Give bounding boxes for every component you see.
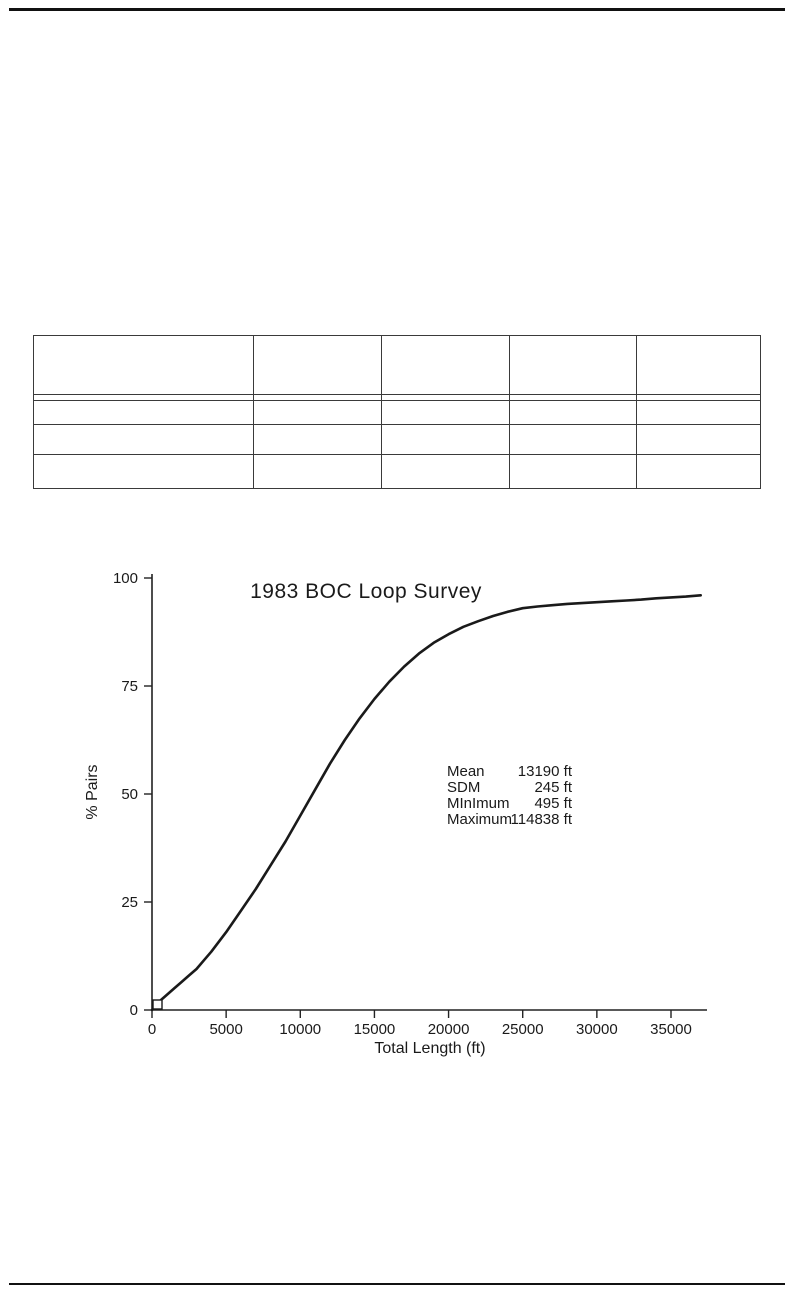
stat-value: 114838 ft	[511, 811, 573, 828]
x-tick-label: 5000	[209, 1021, 242, 1038]
table-row-divider	[34, 454, 760, 455]
x-tick-label: 15000	[354, 1021, 396, 1038]
table-cell	[34, 424, 253, 454]
table-header-cell	[509, 336, 636, 394]
y-tick-label: 50	[121, 786, 138, 803]
y-tick-label: 75	[121, 678, 138, 695]
table-cell	[636, 424, 761, 454]
table-cell	[636, 400, 761, 424]
table-cell	[381, 400, 509, 424]
x-axis-label: Total Length (ft)	[374, 1040, 485, 1057]
x-tick-label: 0	[148, 1021, 156, 1038]
stat-value: 245 ft	[534, 779, 572, 796]
x-tick-label: 25000	[502, 1021, 544, 1038]
loop-survey-chart-svg: 0 5000 10000 15000 20000 25000 30000 35000 0 25 50…	[84, 570, 707, 1057]
stat-label: MInImum	[447, 795, 510, 812]
stat-value: 13190 ft	[518, 763, 573, 780]
table-row-divider	[34, 394, 760, 395]
y-tick-label: 25	[121, 894, 138, 911]
origin-marker	[152, 999, 163, 1010]
table-cell	[34, 400, 253, 424]
table-cell	[253, 424, 381, 454]
cumulative-curve	[150, 593, 703, 1012]
table-cell	[381, 454, 509, 488]
x-tick-label: 10000	[279, 1021, 321, 1038]
loop-survey-chart: 0 5000 10000 15000 20000 25000 30000 35000 0 25 50…	[60, 550, 740, 1080]
table-row-divider	[34, 424, 760, 425]
table-cell	[34, 454, 253, 488]
x-tick-label: 20000	[428, 1021, 470, 1038]
table-cell	[509, 454, 636, 488]
table-cell	[509, 400, 636, 424]
table-cell	[509, 424, 636, 454]
chart-title: 1983 BOC Loop Survey	[250, 580, 482, 603]
table-header-cell	[253, 336, 381, 394]
table-column-divider	[253, 336, 254, 488]
table-column-divider	[509, 336, 510, 488]
x-tick-label: 35000	[650, 1021, 692, 1038]
data-table	[33, 335, 761, 489]
table-header-cell	[381, 336, 509, 394]
table-header-cell	[34, 336, 253, 394]
table-cell	[253, 454, 381, 488]
table-column-divider	[381, 336, 382, 488]
table-row-divider	[34, 400, 760, 401]
table-cell	[636, 454, 761, 488]
stat-label: Maximum	[447, 811, 512, 828]
stat-label: Mean	[447, 763, 485, 780]
y-tick-label: 100	[113, 570, 138, 587]
bottom-rule	[9, 1283, 785, 1285]
stat-value: 495 ft	[534, 795, 572, 812]
table-cell	[381, 424, 509, 454]
y-axis-label: % Pairs	[84, 764, 101, 819]
top-rule	[9, 8, 785, 11]
table-header-cell	[636, 336, 761, 394]
stat-label: SDM	[447, 779, 480, 796]
y-tick-label: 0	[130, 1002, 138, 1019]
x-tick-label: 30000	[576, 1021, 618, 1038]
table-column-divider	[636, 336, 637, 488]
table-cell	[253, 400, 381, 424]
